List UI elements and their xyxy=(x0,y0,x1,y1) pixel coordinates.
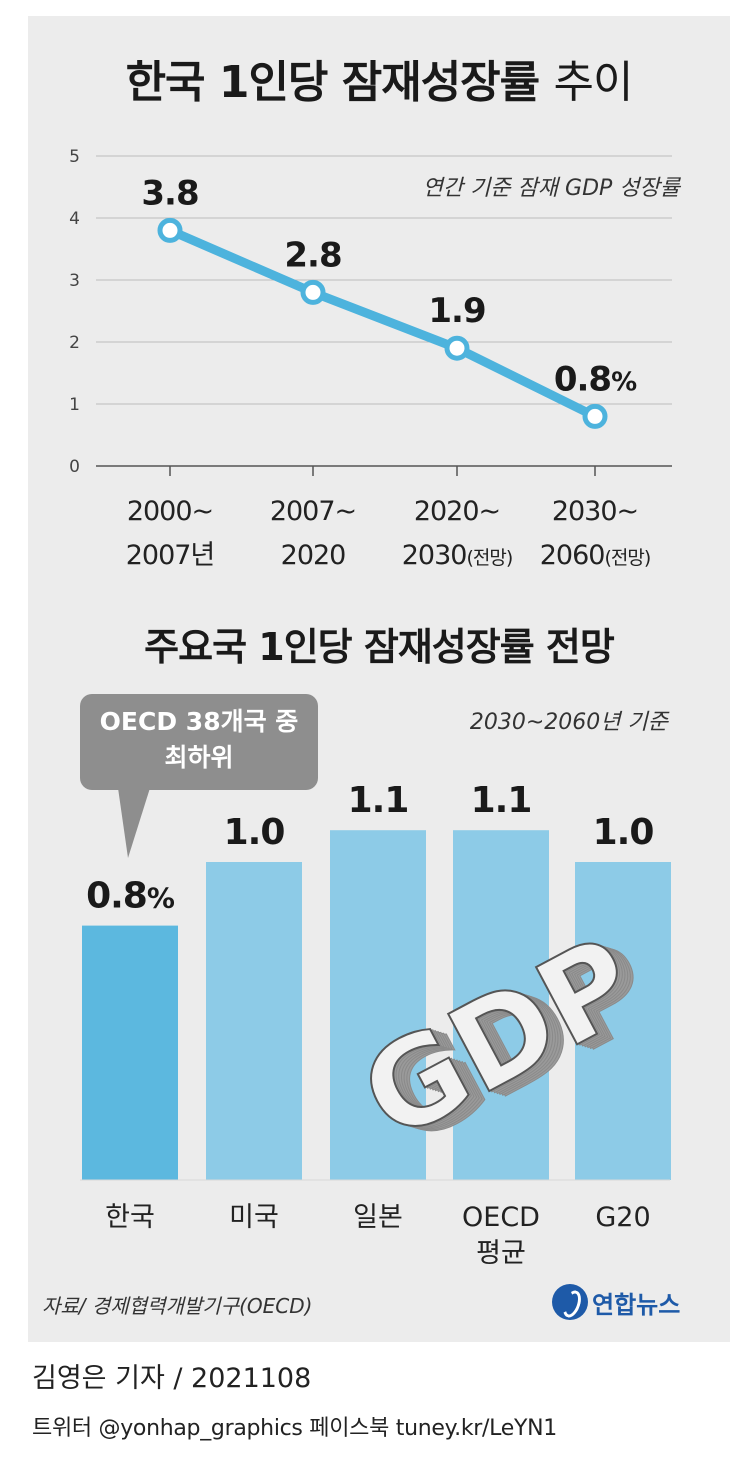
bar xyxy=(575,862,671,1180)
chart-title: 한국 1인당 잠재성장률 추이 xyxy=(125,57,634,108)
bar xyxy=(206,862,302,1180)
x-category-label: G20 xyxy=(595,1202,650,1233)
bar-chart: 0.8%한국1.0미국1.1일본1.1OECD평균1.0G20GDPGDPGDP… xyxy=(80,780,675,1269)
y-tick-2: 2 xyxy=(69,333,80,353)
chart-title-suffix: 추이 xyxy=(553,57,633,108)
y-tick-4: 4 xyxy=(69,209,80,229)
data-point xyxy=(300,279,326,305)
y-tick-5: 5 xyxy=(69,147,80,167)
bar-value-label: 1.1 xyxy=(348,780,409,821)
data-label: 1.9 xyxy=(428,291,485,331)
x-tick-label-note: (전망) xyxy=(466,547,512,569)
line-chart-unit-note: 연간 기준 잠재 GDP 성장률 xyxy=(422,176,680,201)
social-line: 트위터 @yonhap_graphics 페이스북 tuney.kr/LeYN1 xyxy=(32,1416,557,1441)
x-category-label: 한국 xyxy=(105,1202,155,1233)
callout-pointer xyxy=(118,788,150,858)
bar-value-label: 1.1 xyxy=(471,780,532,821)
x-tick-label: 2060(전망) xyxy=(540,540,651,571)
x-tick-label: 2020 xyxy=(281,540,346,571)
x-tick-label: 2007~ xyxy=(270,496,356,527)
x-tick-label-note: (전망) xyxy=(604,547,650,569)
y-tick-1: 1 xyxy=(69,395,80,415)
bar-value-unit: % xyxy=(147,882,175,915)
yonhap-logo-text: 연합뉴스 xyxy=(592,1290,681,1319)
callout-line-2: 최하위 xyxy=(164,743,234,772)
bar xyxy=(330,830,426,1180)
x-tick-label: 2007년 xyxy=(126,540,215,571)
source-note: 자료/ 경제협력개발기구(OECD) xyxy=(42,1294,313,1318)
yonhap-logo: 연합뉴스 xyxy=(552,1284,680,1320)
series-line xyxy=(165,225,600,421)
credit-line: 김영은 기자 / 2021108 xyxy=(32,1363,312,1394)
data-point xyxy=(444,335,470,361)
bar xyxy=(82,925,178,1180)
data-label: 2.8 xyxy=(284,235,341,275)
bar-value-label: 1.0 xyxy=(224,812,285,853)
x-category-label: 미국 xyxy=(229,1202,279,1233)
callout-line-1: OECD 38개국 중 xyxy=(99,707,299,736)
x-category-label: 평균 xyxy=(476,1238,526,1269)
data-point xyxy=(157,217,183,243)
bar xyxy=(453,830,549,1180)
yonhap-logo-icon xyxy=(552,1284,588,1320)
line-chart: 0123452000~2007년2007~20202020~2030(전망)20… xyxy=(69,147,672,571)
x-category-label: OECD xyxy=(462,1202,540,1233)
x-category-label: 일본 xyxy=(353,1202,403,1233)
bar-value-label: 1.0 xyxy=(593,812,654,853)
x-tick-label: 2000~ xyxy=(127,496,213,527)
data-label: 3.8 xyxy=(141,173,198,213)
x-tick-label: 2030~ xyxy=(552,496,638,527)
data-point xyxy=(582,403,608,429)
y-tick-0: 0 xyxy=(69,457,80,477)
callout-bubble: OECD 38개국 중 최하위 xyxy=(80,694,318,790)
data-label-unit: % xyxy=(611,367,637,397)
bar-chart-title: 주요국 1인당 잠재성장률 전망 xyxy=(144,625,615,669)
bar-value-label: 0.8% xyxy=(86,876,175,917)
bar-chart-unit-note: 2030~2060년 기준 xyxy=(469,710,668,735)
y-tick-3: 3 xyxy=(69,271,80,291)
x-tick-label: 2020~ xyxy=(414,496,500,527)
